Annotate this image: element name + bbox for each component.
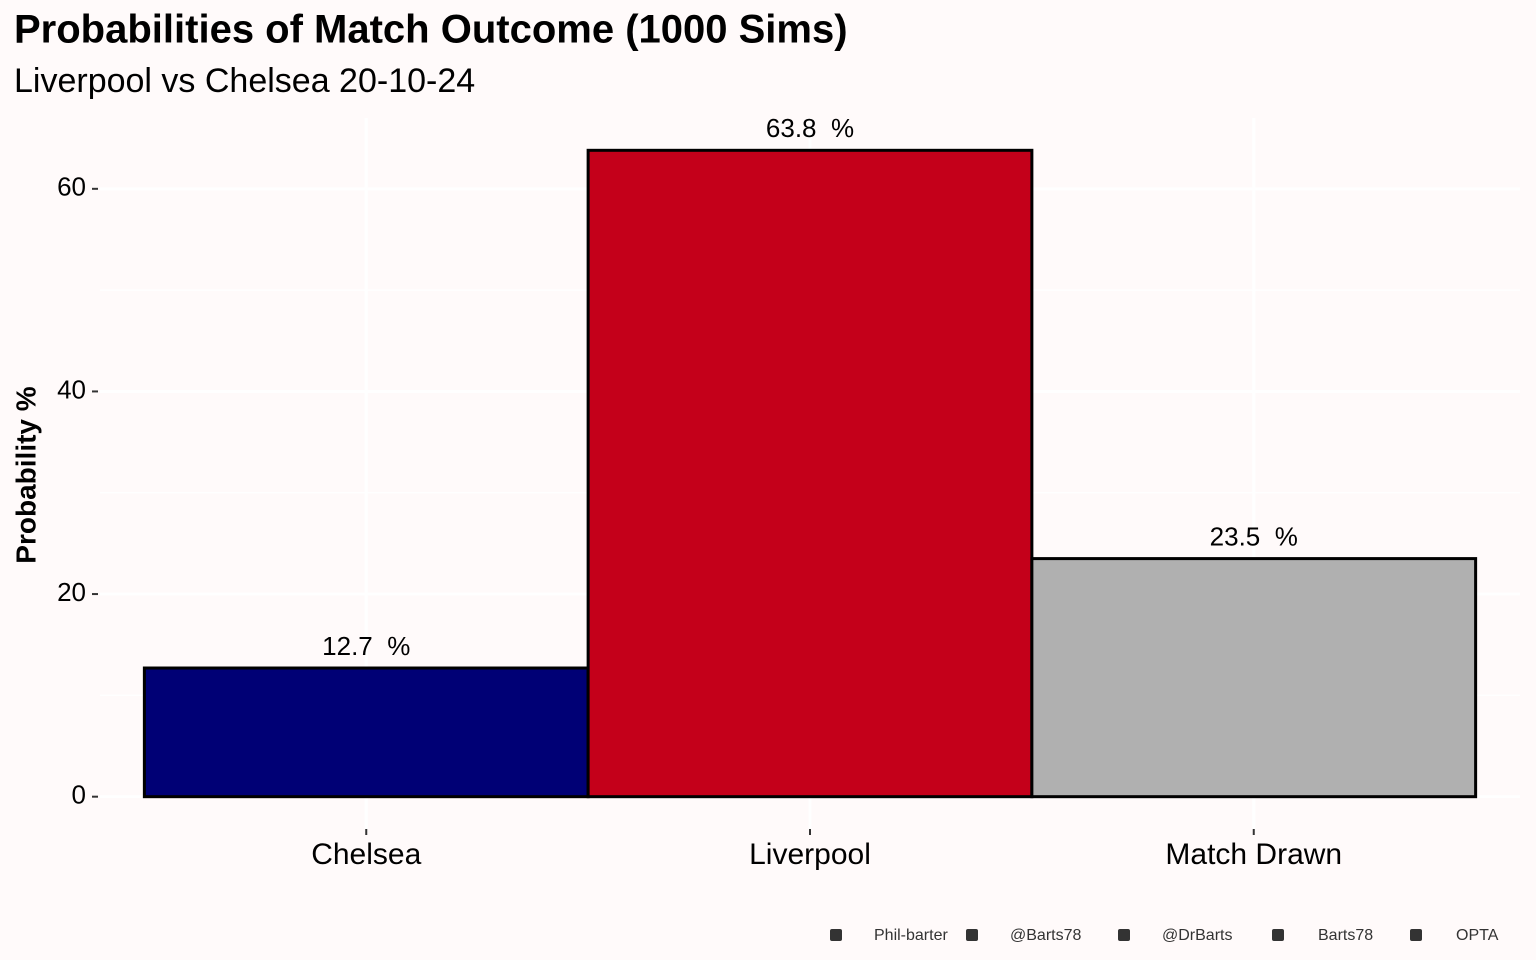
caption-icon xyxy=(1410,929,1422,941)
bar xyxy=(142,666,590,799)
value-label: 23.5 % xyxy=(1210,521,1298,551)
y-axis-label: Probability % xyxy=(10,386,41,563)
y-tick-label: 40 xyxy=(57,374,86,404)
bar xyxy=(1030,557,1478,799)
y-tick-label: 60 xyxy=(57,172,86,202)
x-tick-label: Chelsea xyxy=(311,838,421,871)
caption-icon xyxy=(1272,929,1284,941)
caption-text: Barts78 xyxy=(1318,927,1373,944)
caption-text: @Barts78 xyxy=(1010,927,1081,944)
x-tick-label: Liverpool xyxy=(749,838,871,871)
caption-icon xyxy=(966,929,978,941)
bar xyxy=(586,148,1034,799)
caption-text: OPTA xyxy=(1456,927,1499,944)
caption-icon xyxy=(1118,929,1130,941)
caption-text: Phil-barter xyxy=(874,927,948,944)
value-label: 63.8 % xyxy=(766,113,854,143)
y-tick-label: 20 xyxy=(57,577,86,607)
y-tick-label: 0 xyxy=(72,780,86,810)
x-tick-label: Match Drawn xyxy=(1165,838,1342,871)
value-label: 12.7 % xyxy=(322,631,410,661)
chart-subtitle: Liverpool vs Chelsea 20-10-24 xyxy=(14,62,475,100)
caption-text: @DrBarts xyxy=(1162,927,1232,944)
chart-title: Probabilities of Match Outcome (1000 Sim… xyxy=(14,8,848,52)
caption-icon xyxy=(830,929,842,941)
